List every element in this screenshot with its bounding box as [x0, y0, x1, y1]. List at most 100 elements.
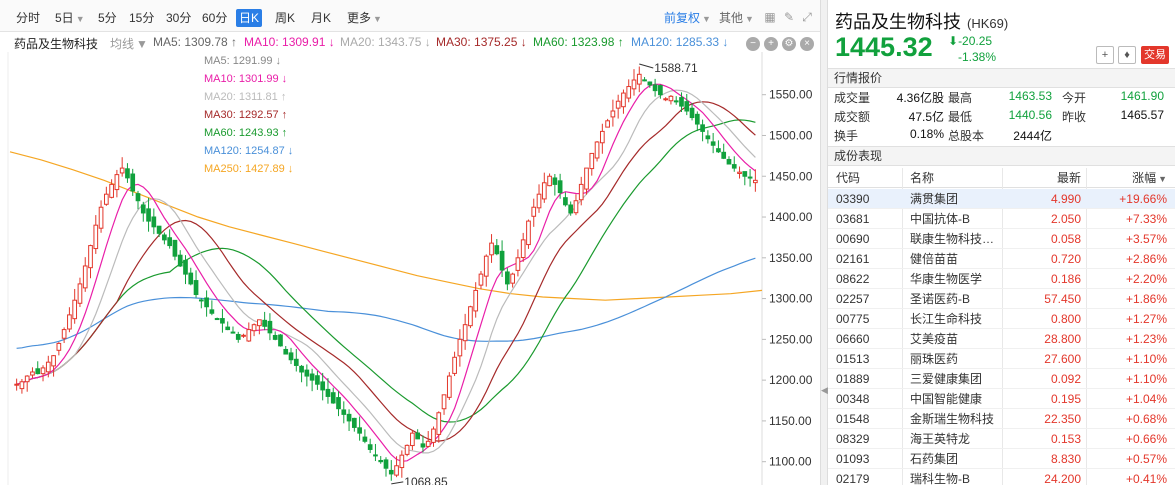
candle-up	[56, 342, 62, 351]
other-menu[interactable]: 其他 ▼	[719, 9, 754, 27]
constituent-last: 0.186	[1050, 272, 1081, 286]
y-tick-label: 1200.00	[769, 373, 813, 387]
period-tab-60min[interactable]: 60分	[202, 11, 228, 25]
chevron-down-icon: ▼	[745, 14, 754, 24]
candle-up	[72, 299, 78, 320]
constituent-row[interactable]: 03390 满贯集团 4.990 +19.66%	[828, 189, 1175, 209]
candle-down	[563, 197, 568, 206]
candle-down	[146, 208, 151, 222]
constituent-row[interactable]: 02257 圣诺医药-B 57.450 +1.86%	[828, 289, 1175, 309]
constituent-row[interactable]: 00775 长江生命科技 0.800 +1.27%	[828, 309, 1175, 329]
constituent-row[interactable]: 00348 中国智能健康 0.195 +1.04%	[828, 389, 1175, 409]
constituent-row[interactable]: 00690 联康生物科技… 0.058 +3.57%	[828, 229, 1175, 249]
candle-down	[362, 436, 368, 442]
constituent-change: +0.57%	[1125, 452, 1167, 466]
candle-down	[225, 326, 231, 331]
trade-button[interactable]: 交易	[1141, 46, 1169, 64]
period-tab-minute[interactable]: 分时	[16, 11, 41, 25]
period-tab-daily[interactable]: 日K	[236, 9, 263, 27]
constituent-row[interactable]: 02179 瑞科生物-B 24.200 +0.41%	[828, 469, 1175, 485]
candle-up	[425, 440, 431, 447]
close-icon[interactable]: ×	[800, 37, 814, 51]
candle-up	[610, 110, 616, 118]
constituent-row[interactable]: 01093 石药集团 8.830 +0.57%	[828, 449, 1175, 469]
constituent-row[interactable]: 01889 三爱健康集团 0.092 +1.10%	[828, 369, 1175, 389]
adjust-mode-menu[interactable]: 前复权 ▼	[664, 9, 711, 27]
candle-up	[93, 224, 99, 250]
ma-item: MA30: 1375.25 ↓	[436, 35, 527, 49]
ma-mode-menu[interactable]: 均线 ▼	[110, 35, 148, 52]
candle-up	[410, 432, 415, 447]
candle-up	[636, 73, 642, 85]
candle-up	[251, 324, 257, 332]
constituent-name: 长江生命科技	[910, 312, 983, 326]
constituent-change: +1.04%	[1125, 392, 1167, 406]
constituent-code: 01548	[836, 412, 870, 426]
quote-label: 成交额	[834, 110, 871, 124]
fullscreen-icon[interactable]: ⤢	[802, 10, 812, 24]
kline-svg[interactable]: 1550.00 1500.00 1450.00 1400.00 1350.00 1300.…	[0, 52, 820, 485]
candle-down	[357, 427, 362, 434]
period-tab-30min[interactable]: 30分	[166, 11, 192, 25]
grid-icon[interactable]: ▦	[764, 10, 776, 24]
constituent-name: 三爱健康集团	[910, 372, 983, 386]
quote-value: 2444亿	[1013, 129, 1052, 143]
candle-down	[262, 319, 267, 327]
more-periods-menu[interactable]: 更多 ▼	[347, 9, 382, 27]
candle-up	[45, 361, 51, 373]
candle-down	[721, 151, 727, 159]
period-tab-monthly[interactable]: 月K	[311, 11, 332, 25]
y-tick-label: 1300.00	[769, 292, 813, 306]
candle-down	[373, 454, 378, 457]
candle-down	[320, 381, 326, 391]
candle-up	[19, 381, 25, 390]
quote-volume: 成交量 4.36亿股	[834, 89, 944, 106]
candle-down	[204, 297, 209, 308]
col-header-pct[interactable]: 涨幅 ▼	[1132, 168, 1167, 189]
constituent-last: 24.200	[1044, 472, 1081, 485]
constituent-row[interactable]: 03681 中国抗体-B 2.050 +7.33%	[828, 209, 1175, 229]
quote-label: 换手	[834, 129, 859, 143]
constituents-section-header: 成份表现	[828, 146, 1175, 166]
constituent-row[interactable]: 08622 华康生物医学 0.186 +2.20%	[828, 269, 1175, 289]
candle-up	[88, 245, 93, 269]
alert-button[interactable]: ♦	[1118, 46, 1136, 64]
quote-low: 最低 1440.56	[948, 108, 1052, 125]
plus-icon[interactable]: +	[764, 37, 778, 51]
col-header-name[interactable]: 名称	[910, 171, 935, 185]
constituent-name: 金斯瑞生物科技	[910, 412, 995, 426]
period-tab-5day-label: 5日	[55, 11, 74, 25]
col-header-code[interactable]: 代码	[836, 171, 861, 185]
constituent-row[interactable]: 08329 海王英特龙 0.153 +0.66%	[828, 429, 1175, 449]
period-tab-5day[interactable]: 5日 ▼	[55, 9, 85, 27]
ma-header: 药品及生物科技 均线 ▼ MA5: 1309.78 ↑ MA10: 1309.91…	[0, 32, 820, 52]
constituent-name: 满贯集团	[910, 192, 959, 206]
candle-up	[547, 175, 552, 187]
period-tab-15min[interactable]: 15分	[129, 11, 155, 25]
sort-desc-icon: ▼	[1158, 174, 1167, 184]
period-tab-weekly[interactable]: 周K	[275, 11, 296, 25]
kline-chart[interactable]: 1550.00 1500.00 1450.00 1400.00 1350.00 1300.…	[0, 52, 820, 485]
chevron-left-icon[interactable]: ◀	[821, 385, 828, 395]
constituent-row[interactable]: 01548 金斯瑞生物科技 22.350 +0.68%	[828, 409, 1175, 429]
candle-up	[468, 306, 473, 327]
draw-icon[interactable]: ✎	[783, 10, 795, 24]
constituent-row[interactable]: 06660 艾美疫苗 28.800 +1.23%	[828, 329, 1175, 349]
constituent-row[interactable]: 01513 丽珠医药 27.600 +1.10%	[828, 349, 1175, 369]
candle-up	[61, 329, 67, 339]
gear-icon[interactable]: ⚙	[782, 37, 796, 51]
constituent-change: +1.23%	[1125, 332, 1167, 346]
quote-turnover: 成交额 47.5亿	[834, 108, 944, 125]
col-header-last[interactable]: 最新	[1056, 171, 1081, 185]
minus-icon[interactable]: −	[746, 37, 760, 51]
constituent-name: 石药集团	[910, 452, 959, 466]
constituent-row[interactable]: 02161 健倍苗苗 0.720 +2.86%	[828, 249, 1175, 269]
candle-down	[694, 113, 700, 125]
panel-divider[interactable]: ◀	[820, 0, 828, 485]
add-watchlist-button[interactable]: +	[1096, 46, 1114, 64]
ma-legend-item: MA10: 1301.99 ↓	[204, 73, 287, 85]
period-tab-5min[interactable]: 5分	[98, 11, 117, 25]
candle-down	[378, 459, 384, 463]
col-header-pct-label: 涨幅	[1132, 171, 1157, 185]
quote-value: 47.5亿	[908, 110, 944, 124]
